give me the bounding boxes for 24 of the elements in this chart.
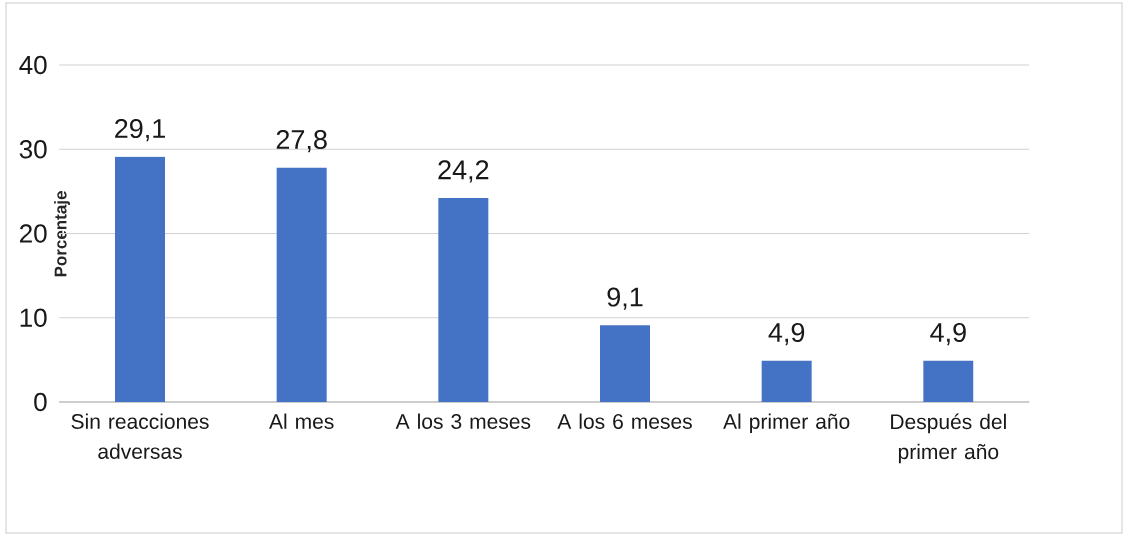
y-axis-title: Porcentaje	[54, 191, 70, 277]
data-label: 24,2	[438, 160, 489, 183]
y-tick-label: 40	[19, 55, 47, 75]
y-tick-label: 30	[19, 140, 47, 159]
x-tick-label: Al primer año	[723, 413, 850, 434]
bar	[438, 198, 489, 402]
bar	[600, 325, 650, 402]
bar	[115, 156, 165, 402]
y-tick-label: 20	[20, 224, 47, 243]
data-label: 29,1	[115, 118, 165, 142]
y-tick-label: 10	[20, 308, 47, 327]
y-tick-label: 0	[34, 392, 47, 412]
data-label: 27,8	[276, 129, 327, 153]
data-label: 9,1	[607, 287, 643, 310]
data-label: 4,9	[768, 322, 805, 346]
bar	[923, 360, 974, 402]
data-label: 4,9	[930, 322, 966, 346]
bar	[276, 167, 327, 402]
bar	[761, 360, 812, 402]
x-tick-label: Al mes	[269, 413, 334, 429]
x-tick-label: A los 6 meses	[557, 413, 692, 429]
x-tick-label: Sin reacciones adversas	[71, 413, 209, 459]
x-tick-label: A los 3 meses	[395, 413, 531, 429]
x-tick-label: Después del primer año	[891, 413, 1006, 464]
